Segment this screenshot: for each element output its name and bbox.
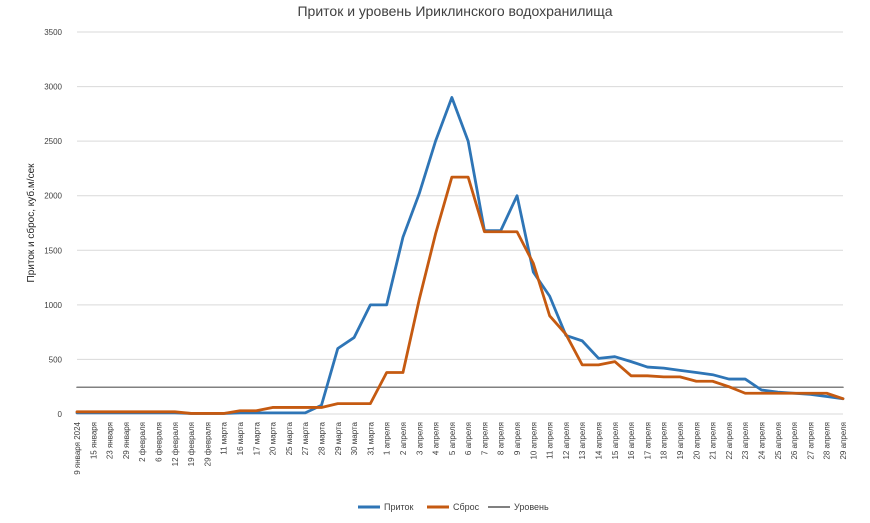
legend-label-1: Сброс — [453, 502, 480, 512]
series-lines — [75, 96, 845, 415]
x-tick-label: 9 апреля — [513, 422, 522, 455]
legend-label-2: Уровень — [514, 502, 549, 512]
x-tick-label: 21 апреля — [709, 422, 718, 460]
x-tick-label: 16 марта — [236, 421, 245, 455]
y-tick-label: 3500 — [44, 28, 62, 37]
x-tick-label: 27 апреля — [806, 422, 815, 460]
x-tick-label: 11 марта — [220, 421, 229, 454]
y-tick-label: 1000 — [44, 301, 62, 310]
y-tick-label: 1500 — [44, 246, 62, 255]
x-tick-label: 18 апреля — [660, 422, 669, 460]
y-tick-label: 2000 — [44, 192, 62, 201]
x-tick-label: 16 апреля — [627, 422, 636, 460]
x-tick-label: 2 февраля — [138, 422, 147, 462]
x-tick-label: 19 февраля — [187, 422, 196, 466]
chart-title: Приток и уровень Ириклинского водохранил… — [297, 3, 612, 19]
x-tick-label: 30 марта — [350, 421, 359, 455]
x-tick-label: 27 марта — [301, 421, 310, 455]
y-tick-label: 2500 — [44, 137, 62, 146]
x-tick-label: 6 апреля — [464, 422, 473, 455]
x-tick-label: 9 января 2024 — [73, 421, 82, 474]
x-tick-label: 29 апреля — [839, 422, 848, 460]
x-tick-label: 2 апреля — [399, 422, 408, 455]
y-tick-label: 3000 — [44, 83, 62, 92]
x-tick-label: 12 февраля — [171, 422, 180, 466]
x-tick-label: 19 апреля — [676, 422, 685, 460]
x-tick-label: 29 марта — [334, 421, 343, 455]
legend-label-0: Приток — [384, 502, 414, 512]
x-tick-label: 15 апреля — [611, 422, 620, 460]
x-tick-label: 28 марта — [317, 421, 326, 455]
x-tick-label: 31 марта — [366, 421, 375, 455]
x-tick-label: 3 апреля — [415, 422, 424, 455]
series-line-0 — [75, 96, 845, 415]
x-tick-label: 17 апреля — [643, 422, 652, 460]
x-tick-label: 11 апреля — [546, 422, 555, 459]
x-tick-label: 12 апреля — [562, 422, 571, 460]
x-tick-label: 25 марта — [285, 421, 294, 455]
x-tick-label: 26 апреля — [790, 422, 799, 460]
x-tick-label: 8 апреля — [497, 422, 506, 455]
x-tick-label: 23 января — [106, 422, 115, 459]
x-tick-label: 6 февраля — [154, 422, 163, 462]
x-tick-label: 29 января — [122, 422, 131, 459]
x-tick-label: 20 апреля — [692, 422, 701, 460]
x-tick-label: 10 апреля — [529, 422, 538, 460]
y-axis-label: Приток и сброс, куб.м/сек — [25, 163, 37, 283]
x-tick-label: 29 февраля — [203, 422, 212, 466]
x-tick-label: 22 апреля — [725, 422, 734, 460]
x-tick-label: 15 января — [89, 422, 98, 459]
y-axis-ticks: 0 500 1000 1500 2000 2500 3000 3500 — [44, 28, 62, 419]
x-tick-label: 20 марта — [269, 421, 278, 455]
x-tick-label: 17 марта — [252, 421, 261, 455]
y-tick-label: 500 — [49, 355, 63, 364]
x-tick-label: 5 апреля — [448, 422, 457, 455]
x-tick-label: 25 апреля — [774, 422, 783, 460]
x-tick-label: 1 апреля — [383, 422, 392, 455]
x-tick-label: 24 апреля — [758, 422, 767, 460]
legend: Приток Сброс Уровень — [358, 502, 549, 512]
x-tick-label: 4 апреля — [432, 422, 441, 455]
y-tick-label: 0 — [58, 410, 63, 419]
x-tick-label: 23 апреля — [741, 422, 750, 460]
series-line-1 — [75, 175, 845, 415]
x-axis-ticks: 9 января 2024 15 января 23 января 29 января… — [73, 421, 848, 474]
x-tick-label: 14 апреля — [595, 422, 604, 460]
gridlines — [77, 31, 843, 415]
x-tick-label: 7 апреля — [480, 422, 489, 455]
x-tick-label: 13 апреля — [578, 422, 587, 460]
x-tick-label: 28 апреля — [823, 422, 832, 460]
